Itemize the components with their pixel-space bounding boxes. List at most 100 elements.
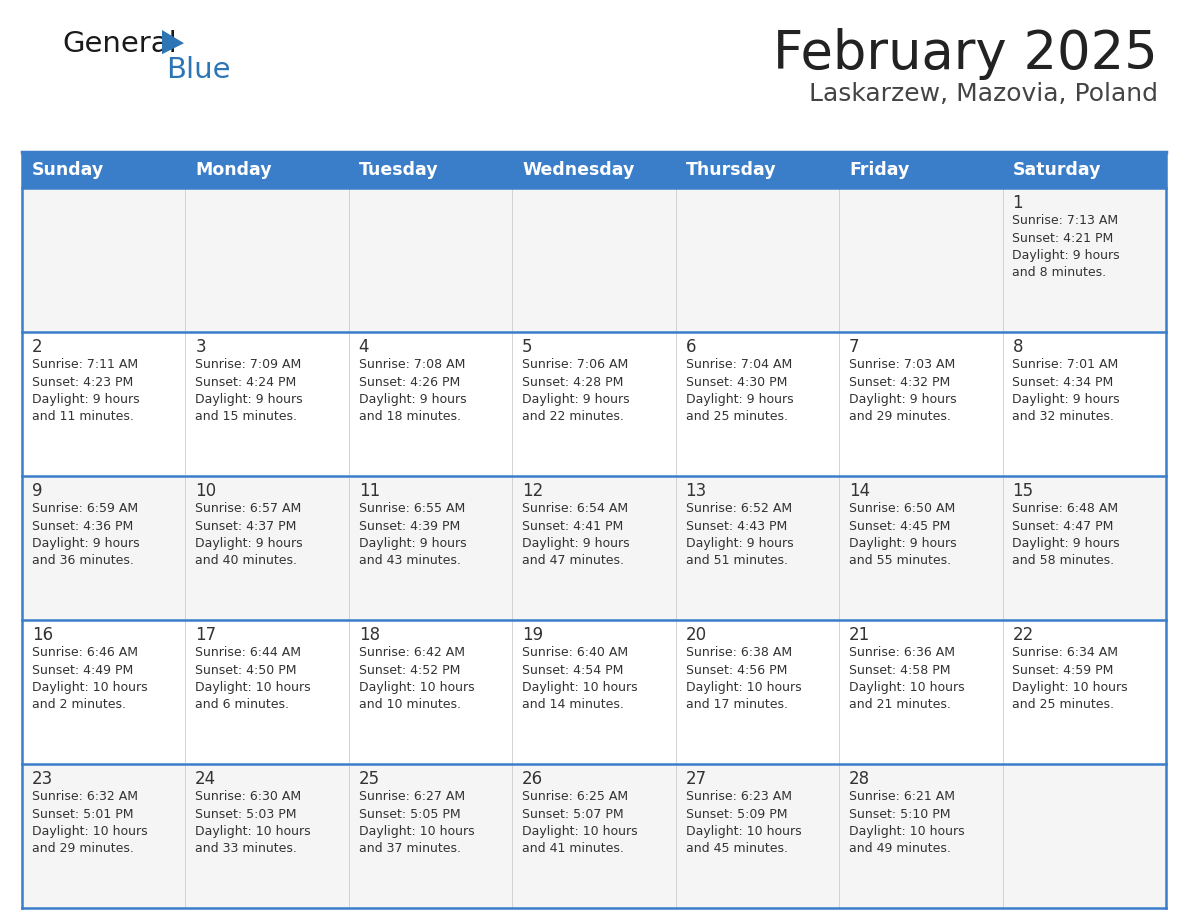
Text: Daylight: 10 hours: Daylight: 10 hours: [849, 825, 965, 838]
Text: Sunset: 4:49 PM: Sunset: 4:49 PM: [32, 664, 133, 677]
Text: and 37 minutes.: and 37 minutes.: [359, 843, 461, 856]
Text: Sunrise: 6:50 AM: Sunrise: 6:50 AM: [849, 502, 955, 515]
Text: Daylight: 9 hours: Daylight: 9 hours: [1012, 393, 1120, 406]
Text: Daylight: 10 hours: Daylight: 10 hours: [359, 825, 474, 838]
Text: Sunrise: 7:09 AM: Sunrise: 7:09 AM: [195, 358, 302, 371]
Text: Sunrise: 6:23 AM: Sunrise: 6:23 AM: [685, 790, 791, 803]
Text: 3: 3: [195, 338, 206, 356]
Text: 13: 13: [685, 482, 707, 500]
Text: February 2025: February 2025: [773, 28, 1158, 80]
Text: and 32 minutes.: and 32 minutes.: [1012, 410, 1114, 423]
Text: Sunrise: 6:55 AM: Sunrise: 6:55 AM: [359, 502, 465, 515]
Text: Sunday: Sunday: [32, 161, 105, 179]
Text: Sunrise: 6:57 AM: Sunrise: 6:57 AM: [195, 502, 302, 515]
Text: 4: 4: [359, 338, 369, 356]
Text: Daylight: 10 hours: Daylight: 10 hours: [195, 825, 311, 838]
Text: Sunrise: 7:04 AM: Sunrise: 7:04 AM: [685, 358, 791, 371]
Text: Sunset: 4:30 PM: Sunset: 4:30 PM: [685, 375, 786, 388]
Text: Sunrise: 7:11 AM: Sunrise: 7:11 AM: [32, 358, 138, 371]
Text: and 51 minutes.: and 51 minutes.: [685, 554, 788, 567]
Text: and 21 minutes.: and 21 minutes.: [849, 699, 950, 711]
Text: Sunrise: 6:25 AM: Sunrise: 6:25 AM: [522, 790, 628, 803]
Text: and 25 minutes.: and 25 minutes.: [685, 410, 788, 423]
Text: and 49 minutes.: and 49 minutes.: [849, 843, 950, 856]
Bar: [23, 620, 1165, 764]
Text: Sunrise: 7:13 AM: Sunrise: 7:13 AM: [1012, 214, 1119, 227]
Text: and 22 minutes.: and 22 minutes.: [522, 410, 624, 423]
Text: 5: 5: [522, 338, 532, 356]
Text: Sunrise: 6:30 AM: Sunrise: 6:30 AM: [195, 790, 302, 803]
Text: 19: 19: [522, 626, 543, 644]
Text: Daylight: 9 hours: Daylight: 9 hours: [359, 537, 466, 550]
Text: Sunset: 5:01 PM: Sunset: 5:01 PM: [32, 808, 133, 821]
Text: Sunrise: 7:08 AM: Sunrise: 7:08 AM: [359, 358, 465, 371]
Text: 2: 2: [32, 338, 43, 356]
Text: Sunrise: 7:01 AM: Sunrise: 7:01 AM: [1012, 358, 1119, 371]
Text: Daylight: 9 hours: Daylight: 9 hours: [32, 537, 139, 550]
Text: and 25 minutes.: and 25 minutes.: [1012, 699, 1114, 711]
Text: Daylight: 9 hours: Daylight: 9 hours: [32, 393, 139, 406]
Text: 7: 7: [849, 338, 859, 356]
Text: and 10 minutes.: and 10 minutes.: [359, 699, 461, 711]
Text: 9: 9: [32, 482, 43, 500]
Polygon shape: [162, 30, 184, 54]
Text: Sunset: 4:37 PM: Sunset: 4:37 PM: [195, 520, 297, 532]
Text: Sunrise: 6:42 AM: Sunrise: 6:42 AM: [359, 646, 465, 659]
Text: Sunrise: 6:21 AM: Sunrise: 6:21 AM: [849, 790, 955, 803]
Text: Daylight: 10 hours: Daylight: 10 hours: [32, 681, 147, 694]
Text: and 41 minutes.: and 41 minutes.: [522, 843, 624, 856]
Text: Sunset: 5:10 PM: Sunset: 5:10 PM: [849, 808, 950, 821]
Text: Sunset: 4:50 PM: Sunset: 4:50 PM: [195, 664, 297, 677]
Text: Daylight: 9 hours: Daylight: 9 hours: [685, 537, 794, 550]
Text: and 43 minutes.: and 43 minutes.: [359, 554, 461, 567]
Text: and 6 minutes.: and 6 minutes.: [195, 699, 289, 711]
Text: and 47 minutes.: and 47 minutes.: [522, 554, 624, 567]
Text: Sunrise: 6:27 AM: Sunrise: 6:27 AM: [359, 790, 465, 803]
Text: and 15 minutes.: and 15 minutes.: [195, 410, 297, 423]
Text: Sunset: 4:28 PM: Sunset: 4:28 PM: [522, 375, 624, 388]
Text: Daylight: 9 hours: Daylight: 9 hours: [195, 537, 303, 550]
Text: 1: 1: [1012, 194, 1023, 212]
Text: Sunrise: 6:38 AM: Sunrise: 6:38 AM: [685, 646, 791, 659]
Text: Sunset: 4:52 PM: Sunset: 4:52 PM: [359, 664, 460, 677]
Text: 24: 24: [195, 770, 216, 788]
Text: 12: 12: [522, 482, 543, 500]
Text: Daylight: 10 hours: Daylight: 10 hours: [359, 681, 474, 694]
Text: 28: 28: [849, 770, 870, 788]
Text: and 2 minutes.: and 2 minutes.: [32, 699, 126, 711]
Text: and 58 minutes.: and 58 minutes.: [1012, 554, 1114, 567]
Text: Monday: Monday: [195, 161, 272, 179]
Text: Sunrise: 6:48 AM: Sunrise: 6:48 AM: [1012, 502, 1119, 515]
Text: and 40 minutes.: and 40 minutes.: [195, 554, 297, 567]
Text: Sunrise: 6:34 AM: Sunrise: 6:34 AM: [1012, 646, 1118, 659]
Text: Tuesday: Tuesday: [359, 161, 438, 179]
Text: Daylight: 9 hours: Daylight: 9 hours: [522, 537, 630, 550]
Text: Sunset: 4:58 PM: Sunset: 4:58 PM: [849, 664, 950, 677]
Text: Daylight: 10 hours: Daylight: 10 hours: [685, 825, 801, 838]
Text: Blue: Blue: [166, 56, 230, 84]
Text: and 29 minutes.: and 29 minutes.: [32, 843, 134, 856]
Text: Daylight: 9 hours: Daylight: 9 hours: [1012, 537, 1120, 550]
Text: and 14 minutes.: and 14 minutes.: [522, 699, 624, 711]
Text: Sunset: 4:43 PM: Sunset: 4:43 PM: [685, 520, 786, 532]
Text: Sunset: 4:34 PM: Sunset: 4:34 PM: [1012, 375, 1113, 388]
Text: Sunset: 4:36 PM: Sunset: 4:36 PM: [32, 520, 133, 532]
Text: Sunset: 5:09 PM: Sunset: 5:09 PM: [685, 808, 786, 821]
Text: and 36 minutes.: and 36 minutes.: [32, 554, 134, 567]
Text: Sunset: 5:07 PM: Sunset: 5:07 PM: [522, 808, 624, 821]
Text: Laskarzew, Mazovia, Poland: Laskarzew, Mazovia, Poland: [809, 82, 1158, 106]
Text: Daylight: 10 hours: Daylight: 10 hours: [32, 825, 147, 838]
Text: 15: 15: [1012, 482, 1034, 500]
Text: Sunrise: 6:44 AM: Sunrise: 6:44 AM: [195, 646, 302, 659]
Text: Sunset: 4:32 PM: Sunset: 4:32 PM: [849, 375, 950, 388]
Text: Sunset: 4:39 PM: Sunset: 4:39 PM: [359, 520, 460, 532]
Text: 11: 11: [359, 482, 380, 500]
Text: Sunrise: 6:52 AM: Sunrise: 6:52 AM: [685, 502, 791, 515]
Text: 10: 10: [195, 482, 216, 500]
Bar: [23, 764, 1165, 908]
Text: Daylight: 9 hours: Daylight: 9 hours: [849, 393, 956, 406]
Text: Sunset: 4:24 PM: Sunset: 4:24 PM: [195, 375, 297, 388]
Text: Sunset: 4:45 PM: Sunset: 4:45 PM: [849, 520, 950, 532]
Text: 20: 20: [685, 626, 707, 644]
Text: 17: 17: [195, 626, 216, 644]
